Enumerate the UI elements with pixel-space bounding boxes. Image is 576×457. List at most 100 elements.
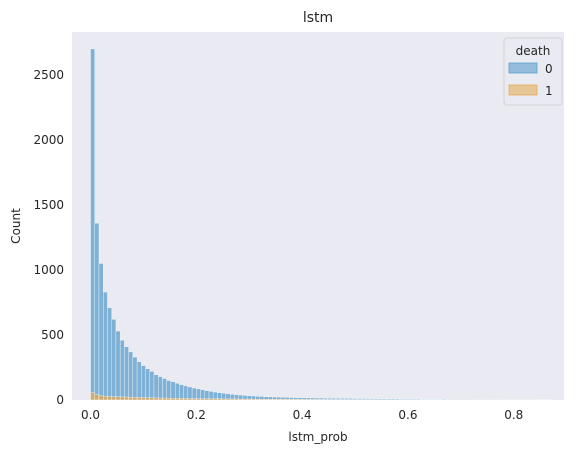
bar-series-0-bin-5 xyxy=(112,319,116,400)
bar-series-1-bin-4 xyxy=(107,396,111,400)
x-tick-label: 0.4 xyxy=(293,408,312,422)
bar-series-1-bin-24 xyxy=(192,399,196,400)
bar-series-1-bin-3 xyxy=(103,396,107,400)
bar-series-1-bin-52 xyxy=(311,399,315,400)
bar-series-1-bin-29 xyxy=(213,399,217,400)
bar-series-1-bin-51 xyxy=(306,399,310,400)
bar-series-1-bin-30 xyxy=(217,399,221,400)
bar-series-0-bin-13 xyxy=(146,369,150,400)
bar-series-1-bin-15 xyxy=(154,398,158,400)
y-tick-label: 2500 xyxy=(33,68,64,82)
bar-series-0-bin-22 xyxy=(184,386,188,400)
bar-series-1-bin-33 xyxy=(230,399,234,400)
bar-series-0-bin-17 xyxy=(162,379,166,400)
legend-swatch-0 xyxy=(509,63,537,73)
bar-series-1-bin-26 xyxy=(201,399,205,400)
bar-series-1-bin-10 xyxy=(133,397,137,400)
bar-series-0-bin-7 xyxy=(120,340,124,400)
bar-series-1-bin-21 xyxy=(179,398,183,400)
x-axis-ticks: 0.0 0.2 0.4 0.6 0.8 xyxy=(81,408,523,422)
bar-series-1-bin-34 xyxy=(234,399,238,400)
bar-series-1-bin-22 xyxy=(184,398,188,400)
y-tick-label: 2000 xyxy=(33,133,64,147)
bar-series-1-bin-8 xyxy=(124,397,128,400)
bar-series-1-bin-43 xyxy=(273,399,277,400)
bar-series-1-bin-23 xyxy=(188,399,192,400)
bar-series-1-bin-49 xyxy=(298,399,302,400)
bar-series-0-bin-11 xyxy=(137,362,141,400)
x-tick-label: 0.8 xyxy=(504,408,523,422)
bar-series-1-bin-55 xyxy=(323,399,327,400)
bar-series-1-bin-17 xyxy=(162,398,166,400)
bar-series-0-bin-23 xyxy=(188,387,192,400)
bar-series-0-bin-21 xyxy=(179,385,183,400)
y-axis-label: Count xyxy=(9,208,23,244)
bar-series-0-bin-1 xyxy=(95,223,99,400)
bar-series-1-bin-6 xyxy=(116,397,120,400)
bar-series-1-bin-32 xyxy=(226,399,230,400)
legend-label-0: 0 xyxy=(545,62,553,76)
bar-series-1-bin-5 xyxy=(112,397,116,400)
bar-series-1-bin-7 xyxy=(120,397,124,400)
bar-series-0-bin-9 xyxy=(129,352,133,400)
bar-series-1-bin-56 xyxy=(328,399,332,400)
bar-series-1-bin-27 xyxy=(205,399,209,400)
bar-series-0-bin-3 xyxy=(103,292,107,400)
bar-series-1-bin-36 xyxy=(243,399,247,400)
bar-series-1-bin-37 xyxy=(247,399,251,400)
legend-label-1: 1 xyxy=(545,84,553,98)
bar-series-0-bin-14 xyxy=(150,371,154,400)
bar-series-0-bin-0 xyxy=(91,49,95,400)
bar-series-1-bin-50 xyxy=(302,399,306,400)
bar-series-0-bin-18 xyxy=(167,380,171,400)
bar-series-1-bin-38 xyxy=(251,399,255,400)
bar-series-0-bin-24 xyxy=(192,388,196,400)
bar-series-1-bin-54 xyxy=(319,399,323,400)
bar-series-1-bin-9 xyxy=(129,397,133,400)
bar-series-1-bin-2 xyxy=(99,396,103,400)
x-tick-label: 0.6 xyxy=(398,408,417,422)
bar-series-1-bin-16 xyxy=(158,398,162,400)
bar-series-1-bin-41 xyxy=(264,399,268,400)
bar-series-0-bin-2 xyxy=(99,263,103,400)
bar-series-1-bin-20 xyxy=(175,398,179,400)
bar-series-1-bin-1 xyxy=(95,395,99,400)
bar-series-0-bin-8 xyxy=(124,347,128,400)
bar-series-0-bin-4 xyxy=(107,308,111,400)
bar-series-0-bin-6 xyxy=(116,331,120,400)
bar-series-0-bin-25 xyxy=(196,389,200,400)
bar-series-1-bin-53 xyxy=(315,399,319,400)
legend-title: death xyxy=(516,44,551,58)
plot-area xyxy=(72,32,564,400)
y-tick-label: 1000 xyxy=(33,263,64,277)
bar-series-1-bin-14 xyxy=(150,398,154,400)
bar-series-1-bin-46 xyxy=(285,399,289,400)
bar-series-1-bin-47 xyxy=(289,399,293,400)
bar-series-1-bin-11 xyxy=(137,397,141,400)
x-axis-label: lstm_prob xyxy=(288,430,347,444)
bar-series-1-bin-48 xyxy=(294,399,298,400)
bar-series-1-bin-40 xyxy=(260,399,264,400)
chart-title: lstm xyxy=(303,10,333,26)
bar-series-1-bin-39 xyxy=(256,399,260,400)
bar-series-0-bin-26 xyxy=(201,390,205,400)
bar-series-1-bin-0 xyxy=(91,393,95,400)
bar-series-0-bin-10 xyxy=(133,357,137,400)
bar-series-1-bin-28 xyxy=(209,399,213,400)
bar-series-0-bin-19 xyxy=(171,382,175,400)
legend: death 0 1 xyxy=(504,38,562,105)
bar-series-0-bin-20 xyxy=(175,383,179,400)
y-tick-label: 0 xyxy=(56,393,64,407)
bar-series-1-bin-12 xyxy=(141,398,145,400)
bar-series-1-bin-13 xyxy=(146,398,150,400)
bar-series-1-bin-19 xyxy=(171,398,175,400)
bar-series-0-bin-12 xyxy=(141,366,145,400)
x-tick-label: 0.2 xyxy=(187,408,206,422)
bar-series-1-bin-18 xyxy=(167,398,171,400)
bar-series-1-bin-42 xyxy=(268,399,272,400)
y-tick-label: 1500 xyxy=(33,198,64,212)
x-tick-label: 0.0 xyxy=(81,408,100,422)
bar-series-0-bin-16 xyxy=(158,377,162,400)
